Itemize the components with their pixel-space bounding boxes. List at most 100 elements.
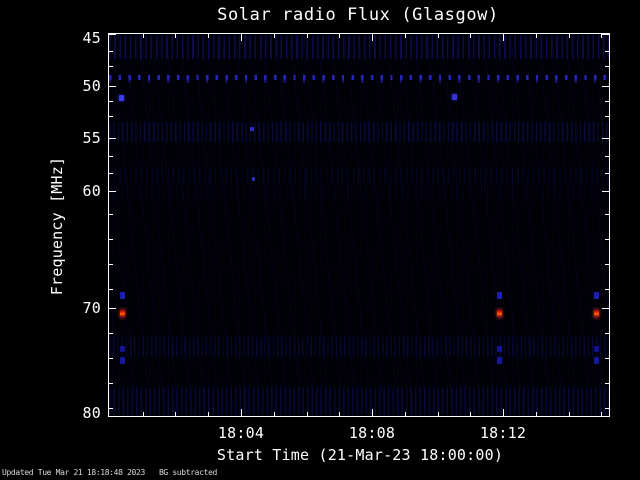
x-tick-label: 18:08 — [348, 424, 396, 442]
y-minor-tick — [605, 358, 609, 359]
x-minor-tick — [143, 412, 144, 416]
x-major-tick — [503, 34, 504, 41]
status-line: Updated Tue Mar 21 18:18:48 2023 BG subtr… — [2, 468, 217, 477]
y-minor-tick — [605, 239, 609, 240]
x-minor-tick — [601, 412, 602, 416]
y-minor-tick — [605, 408, 609, 409]
y-major-tick — [109, 34, 116, 35]
y-minor-tick — [605, 156, 609, 157]
y-minor-tick — [605, 116, 609, 117]
x-minor-tick — [438, 34, 439, 38]
x-minor-tick — [536, 412, 537, 416]
x-major-tick — [503, 409, 504, 416]
red-burst-dot — [497, 309, 502, 318]
y-major-tick — [109, 308, 116, 309]
y-minor-tick — [109, 66, 113, 67]
y-minor-tick — [605, 289, 609, 290]
y-minor-tick — [109, 239, 113, 240]
y-minor-tick — [109, 383, 113, 384]
x-tick-label: 18:04 — [217, 424, 265, 442]
noise-band-full-field-speckle-b — [109, 34, 609, 416]
blue-dot — [497, 357, 502, 364]
y-minor-tick — [109, 333, 113, 334]
x-axis-title: Start Time (21-Mar-23 18:00:00) — [216, 446, 504, 464]
noise-band-band-54mhz — [109, 122, 609, 142]
noise-band-band-57mhz — [109, 167, 609, 183]
y-minor-tick — [109, 289, 113, 290]
y-minor-tick — [109, 264, 113, 265]
x-minor-tick — [274, 412, 275, 416]
x-minor-tick — [569, 412, 570, 416]
x-minor-tick — [601, 34, 602, 38]
y-minor-tick — [109, 51, 113, 52]
red-burst-dot — [594, 309, 599, 318]
y-major-tick — [602, 191, 609, 192]
x-minor-tick — [307, 34, 308, 38]
y-minor-tick — [605, 383, 609, 384]
x-minor-tick — [405, 412, 406, 416]
y-major-tick — [602, 138, 609, 139]
y-minor-tick — [109, 408, 113, 409]
x-minor-tick — [569, 34, 570, 38]
y-tick-label: 55 — [82, 129, 101, 147]
blue-dot — [452, 94, 457, 100]
bg-subtracted-note: BG subtracted — [158, 468, 218, 477]
noise-band-full-field-speckle-a — [109, 34, 609, 416]
y-tick-label: 60 — [82, 182, 101, 200]
updated-timestamp: Updated Tue Mar 21 18:18:48 2023 — [2, 468, 145, 477]
noise-band-bottom-band — [109, 387, 609, 415]
blue-dot — [594, 292, 599, 299]
x-minor-tick — [536, 34, 537, 38]
x-minor-tick — [438, 412, 439, 416]
blue-dot — [120, 292, 125, 299]
x-major-tick — [241, 34, 242, 41]
x-minor-tick — [339, 412, 340, 416]
y-tick-label: 70 — [82, 299, 101, 317]
y-tick-label: 80 — [82, 404, 101, 422]
blue-dot — [119, 95, 124, 101]
x-minor-tick — [143, 34, 144, 38]
y-minor-tick — [605, 51, 609, 52]
x-minor-tick — [208, 34, 209, 38]
x-major-tick — [372, 409, 373, 416]
noise-band-dot-row-50mhz-a — [109, 75, 609, 80]
blue-dot — [252, 177, 255, 181]
blue-dot — [497, 292, 502, 299]
y-minor-tick — [109, 358, 113, 359]
y-major-tick — [602, 308, 609, 309]
blue-dot — [594, 346, 599, 352]
blue-dot — [497, 346, 502, 352]
y-minor-tick — [605, 264, 609, 265]
y-minor-tick — [605, 333, 609, 334]
noise-band-top-mottle — [109, 35, 609, 59]
blue-dot — [250, 127, 254, 131]
y-minor-tick — [605, 214, 609, 215]
noise-band-band-60mhz — [109, 186, 609, 198]
y-major-tick — [109, 191, 116, 192]
y-minor-tick — [109, 116, 113, 117]
x-minor-tick — [470, 34, 471, 38]
y-major-tick — [602, 34, 609, 35]
x-minor-tick — [405, 34, 406, 38]
y-minor-tick — [109, 214, 113, 215]
noise-band-band-73mhz — [109, 337, 609, 357]
x-major-tick — [241, 409, 242, 416]
blue-dot — [594, 357, 599, 364]
x-tick-label: 18:12 — [479, 424, 527, 442]
y-minor-tick — [605, 66, 609, 67]
x-minor-tick — [175, 34, 176, 38]
y-minor-tick — [109, 101, 113, 102]
x-minor-tick — [175, 412, 176, 416]
y-minor-tick — [605, 101, 609, 102]
blue-dot — [120, 357, 125, 364]
y-minor-tick — [605, 173, 609, 174]
red-burst-dot — [120, 309, 125, 318]
noise-band-dot-row-50mhz-b — [109, 79, 609, 83]
x-minor-tick — [208, 412, 209, 416]
y-major-tick — [109, 86, 116, 87]
x-minor-tick — [470, 412, 471, 416]
y-minor-tick — [109, 173, 113, 174]
x-minor-tick — [339, 34, 340, 38]
x-minor-tick — [307, 412, 308, 416]
